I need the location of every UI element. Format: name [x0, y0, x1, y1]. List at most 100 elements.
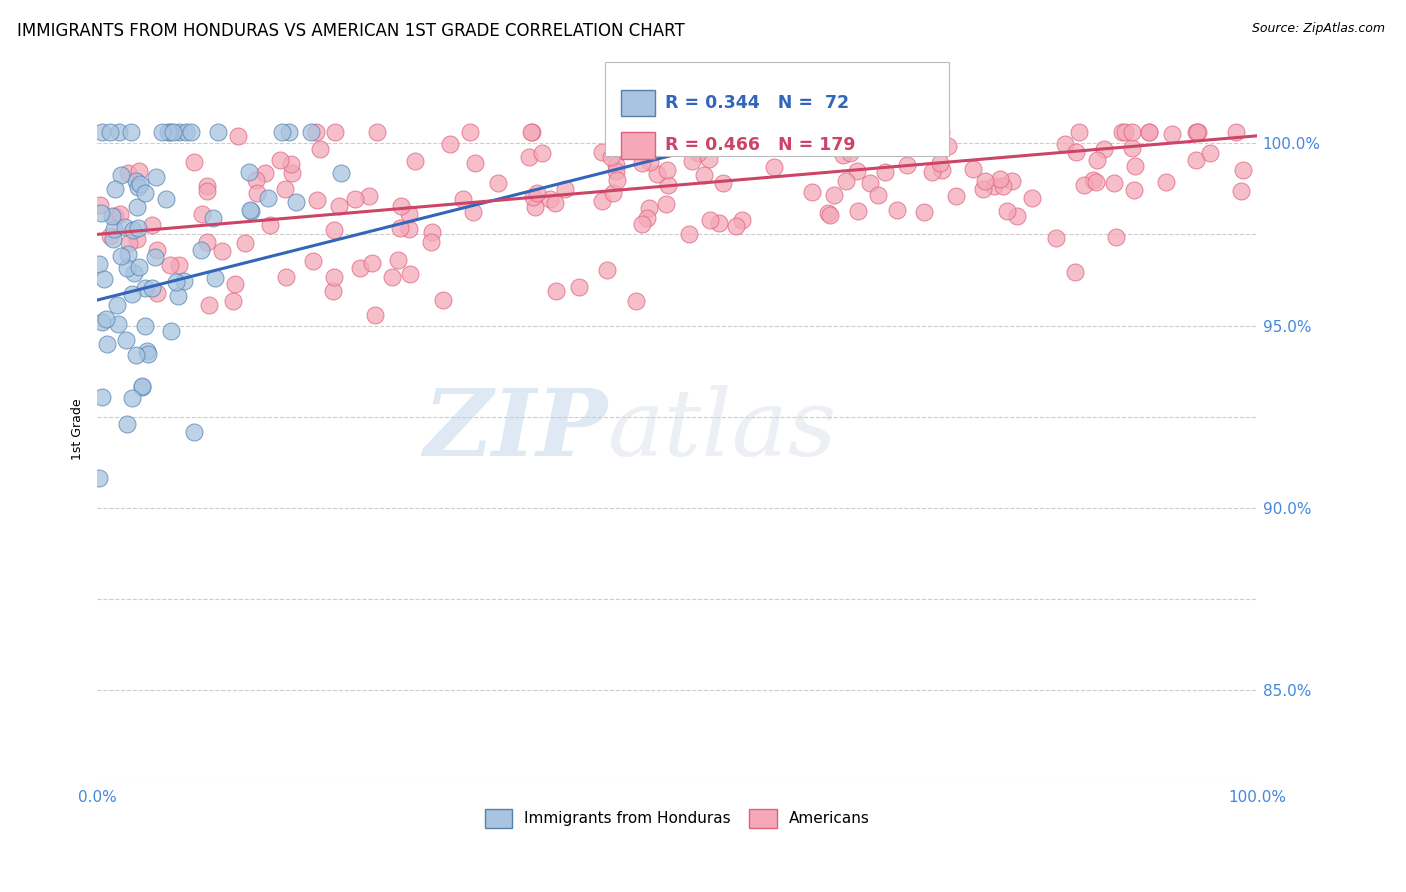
Point — [120, 125, 142, 139]
Point — [239, 204, 262, 219]
Point — [631, 156, 654, 170]
Point — [128, 164, 150, 178]
Point — [458, 125, 481, 139]
Point — [135, 344, 157, 359]
Point — [688, 146, 710, 161]
Point — [253, 165, 276, 179]
Point — [159, 324, 181, 338]
Point — [520, 125, 543, 139]
Point — [1067, 125, 1090, 139]
Text: Source: ZipAtlas.com: Source: ZipAtlas.com — [1251, 22, 1385, 36]
Point — [103, 222, 125, 236]
Point — [1085, 175, 1108, 189]
Point — [853, 125, 876, 139]
Point — [150, 125, 173, 139]
Point — [523, 200, 546, 214]
Point — [1185, 125, 1208, 139]
Point — [1137, 125, 1160, 139]
Point — [274, 181, 297, 195]
Point — [420, 226, 443, 240]
Point — [1021, 191, 1043, 205]
Point — [1105, 230, 1128, 244]
Point — [595, 263, 617, 277]
Point — [1122, 182, 1144, 196]
Point — [713, 176, 735, 190]
Text: R = 0.466   N = 179: R = 0.466 N = 179 — [665, 136, 855, 154]
Point — [983, 179, 1005, 194]
Point — [101, 209, 124, 223]
Point — [1073, 178, 1095, 192]
Y-axis label: 1st Grade: 1st Grade — [72, 399, 84, 460]
Point — [110, 249, 132, 263]
Point — [398, 222, 420, 236]
Point — [183, 154, 205, 169]
Point — [645, 167, 668, 181]
Text: atlas: atlas — [607, 384, 837, 475]
Point — [197, 179, 219, 194]
Point — [277, 125, 299, 139]
Point — [131, 380, 153, 394]
Point — [329, 166, 352, 180]
Point — [183, 425, 205, 440]
Point — [731, 213, 754, 227]
Point — [544, 284, 567, 298]
Point — [207, 125, 229, 139]
Point — [146, 243, 169, 257]
Point — [257, 191, 280, 205]
Point — [931, 163, 953, 178]
Point — [344, 192, 367, 206]
Point — [1156, 175, 1178, 189]
Point — [678, 227, 700, 242]
Point — [108, 125, 131, 139]
Point — [1111, 125, 1133, 139]
Point — [886, 202, 908, 217]
Point — [307, 193, 329, 207]
Point — [641, 125, 664, 139]
Point — [724, 219, 747, 233]
Point — [681, 125, 703, 139]
Point — [1045, 231, 1067, 245]
Point — [655, 196, 678, 211]
Point — [180, 125, 202, 139]
Point — [699, 212, 721, 227]
Point — [301, 253, 323, 268]
Point — [125, 200, 148, 214]
Point — [399, 267, 422, 281]
Point — [912, 205, 935, 219]
Point — [801, 185, 824, 199]
Point — [404, 154, 426, 169]
Point — [1230, 184, 1253, 198]
Point — [115, 260, 138, 275]
Point — [96, 337, 118, 351]
Point — [391, 199, 413, 213]
Point — [226, 128, 249, 143]
Point — [121, 391, 143, 405]
Point — [259, 218, 281, 232]
Point — [1185, 153, 1208, 167]
Point — [554, 181, 576, 195]
Point — [1123, 159, 1146, 173]
Point — [1054, 137, 1077, 152]
Point — [526, 186, 548, 200]
Point — [366, 125, 388, 139]
Point — [125, 348, 148, 362]
Point — [591, 145, 613, 160]
Point — [323, 125, 346, 139]
Point — [605, 158, 627, 172]
Point — [1121, 125, 1143, 139]
Point — [107, 317, 129, 331]
Point — [162, 125, 184, 139]
Point — [657, 178, 679, 193]
Point — [1092, 142, 1115, 156]
Point — [91, 315, 114, 329]
Point — [929, 155, 952, 169]
Point — [131, 379, 153, 393]
Point — [322, 223, 344, 237]
Point — [246, 186, 269, 200]
Point — [486, 176, 509, 190]
Point — [692, 169, 714, 183]
Point — [128, 260, 150, 275]
Point — [328, 199, 350, 213]
Point — [165, 275, 187, 289]
Point — [122, 223, 145, 237]
